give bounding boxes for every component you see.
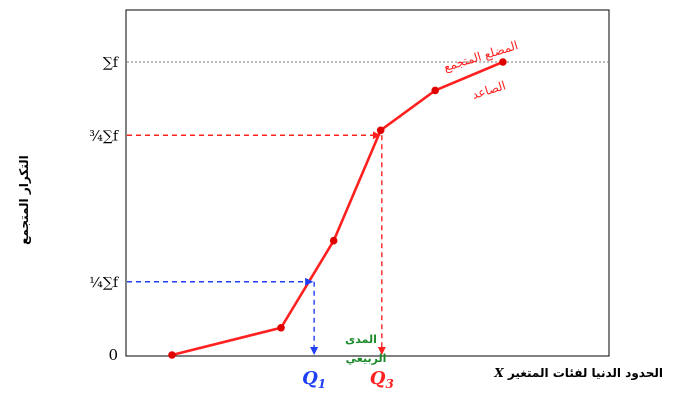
iqr-label-line1: المدى [345, 333, 377, 346]
ogive-line [171, 60, 504, 357]
ogive-point-4 [431, 86, 440, 95]
x-axis-label: الحدود الدنيا لفئات المتغير [507, 366, 663, 380]
y-axis-label: التكرار المتجمع [17, 155, 31, 245]
ogive-point-5 [499, 58, 507, 66]
quartile-subscript-1: 1 [318, 377, 326, 391]
plot-frame [125, 9, 610, 357]
y-axis-label-box: التكرار المتجمع [4, 140, 44, 260]
y-tick-label-0: 0 [108, 346, 118, 364]
y-tick-label-1: ¼∑f [89, 275, 120, 291]
curve-label-line2: الصاعد [470, 78, 507, 101]
ogive-point-0 [168, 351, 176, 359]
x-axis-variable: X [494, 366, 504, 380]
iqr-label-line2: الربيعي [346, 352, 387, 365]
quartile-label-1: Q1 [302, 368, 326, 391]
curve-label-line1: المضلع المتجمع [442, 38, 520, 74]
quartile-label-3: Q3 [370, 368, 394, 391]
quartile-subscript-3: 3 [385, 377, 393, 391]
y-tick-label-3: ∑f [103, 55, 120, 71]
ogive-point-1 [277, 323, 285, 332]
y-tick-label-2: ¾∑f [89, 128, 120, 144]
x-axis-label-box: الحدود الدنيا لفئات المتغير X [494, 366, 663, 380]
ogive-point-2 [329, 236, 338, 245]
ogive-point-3 [376, 126, 385, 135]
